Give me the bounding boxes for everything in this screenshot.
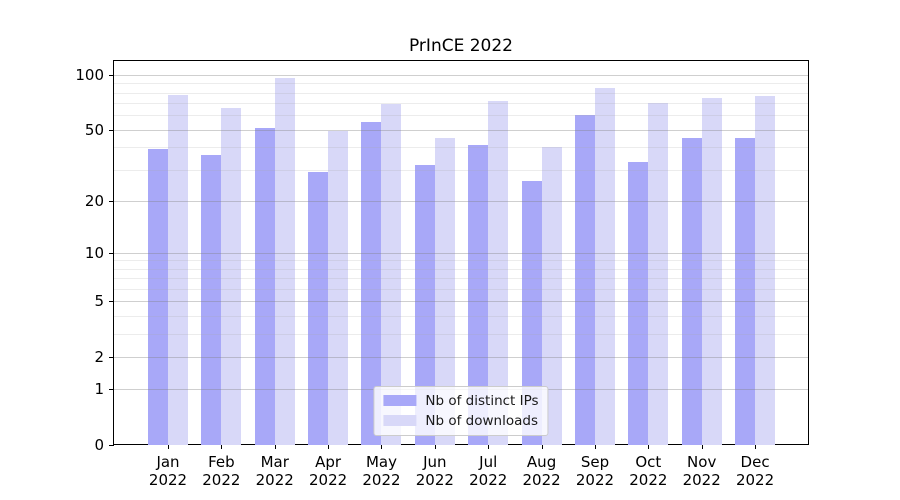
bar-ips-may <box>361 122 382 445</box>
bar-downloads-sep <box>594 87 615 445</box>
minor-gridline <box>114 260 808 262</box>
x-tick <box>541 445 543 449</box>
x-tick <box>328 445 330 449</box>
y-tick <box>109 356 114 358</box>
bar-ips-oct <box>628 162 649 445</box>
y-tick-label: 50 <box>84 120 104 139</box>
minor-gridline <box>114 115 808 117</box>
x-tick-label: Mar 2022 <box>255 453 294 489</box>
minor-gridline <box>114 169 808 171</box>
bar-downloads-mar <box>274 78 295 445</box>
y-tick <box>109 301 114 303</box>
major-gridline <box>114 252 808 254</box>
major-gridline <box>114 200 808 202</box>
major-gridline <box>114 129 808 131</box>
minor-gridline <box>114 333 808 335</box>
minor-gridline <box>114 278 808 280</box>
bar-ips-nov <box>681 137 702 445</box>
minor-gridline <box>114 92 808 94</box>
y-tick-label: 10 <box>84 243 104 262</box>
x-tick <box>434 445 436 449</box>
legend-entry-downloads: Nb of downloads <box>383 412 538 429</box>
x-tick-label: Sep 2022 <box>575 453 615 489</box>
y-tick <box>109 129 114 131</box>
x-tick <box>221 445 223 449</box>
x-tick-label: Nov 2022 <box>682 453 721 489</box>
bar-ips-jan <box>148 149 168 445</box>
y-tick <box>109 74 114 76</box>
x-tick-label: May 2022 <box>362 453 401 489</box>
x-tick <box>755 445 757 449</box>
y-tick-label: 100 <box>75 65 104 84</box>
x-tick <box>381 445 383 449</box>
minor-gridline <box>114 315 808 317</box>
bar-ips-dec <box>735 137 756 445</box>
minor-gridline <box>114 147 808 149</box>
bar-downloads-may <box>381 104 402 445</box>
bar-downloads-apr <box>328 131 349 445</box>
major-gridline <box>114 301 808 303</box>
y-tick-label: 0 <box>94 436 104 454</box>
y-tick-label: 2 <box>94 347 104 366</box>
x-tick-label: Oct 2022 <box>629 453 668 489</box>
x-tick <box>701 445 703 449</box>
bar-downloads-dec <box>755 95 776 445</box>
bar-ips-jul <box>468 145 489 445</box>
y-tick <box>109 200 114 202</box>
bar-downloads-jul <box>488 100 509 445</box>
bar-ips-feb <box>201 155 222 445</box>
minor-gridline <box>114 83 808 85</box>
major-gridline <box>114 356 808 358</box>
bar-ips-jun <box>414 164 435 445</box>
major-gridline <box>114 74 808 76</box>
x-tick <box>488 445 490 449</box>
bar-ips-mar <box>254 128 275 445</box>
bar-downloads-aug <box>541 147 562 445</box>
x-tick <box>168 445 169 449</box>
bar-downloads-jun <box>434 137 455 445</box>
y-tick <box>109 389 114 391</box>
bar-downloads-jan <box>168 94 188 445</box>
legend-entry-distinct-ips: Nb of distinct IPs <box>383 392 539 409</box>
legend-label-ips: Nb of distinct IPs <box>425 392 539 409</box>
bar-downloads-feb <box>221 107 242 445</box>
x-tick-label: Apr 2022 <box>309 453 348 489</box>
y-tick <box>109 252 114 254</box>
y-tick-label: 20 <box>84 191 104 210</box>
x-tick-label: Jan 2022 <box>148 453 188 489</box>
legend-label-downloads: Nb of downloads <box>425 412 538 429</box>
minor-gridline <box>114 103 808 105</box>
legend: Nb of distinct IPs Nb of downloads <box>373 386 549 436</box>
x-tick <box>274 445 276 449</box>
x-tick-label: Jul 2022 <box>469 453 508 489</box>
ips-swatch-icon <box>383 395 417 406</box>
bar-downloads-oct <box>648 103 669 445</box>
bar-downloads-nov <box>701 97 722 445</box>
minor-gridline <box>114 268 808 270</box>
x-tick-label: Aug 2022 <box>522 453 561 489</box>
x-tick-label: Dec 2022 <box>735 453 775 489</box>
y-tick <box>109 445 114 446</box>
plot-area: Nb of distinct IPs Nb of downloads <box>113 60 809 445</box>
x-tick <box>648 445 650 449</box>
downloads-swatch-icon <box>383 415 417 426</box>
x-tick-label: Feb 2022 <box>202 453 241 489</box>
bar-ips-aug <box>521 180 542 445</box>
bar-ips-apr <box>308 172 329 445</box>
x-tick-label: Jun 2022 <box>415 453 454 489</box>
y-tick-label: 5 <box>94 292 104 311</box>
bar-ips-sep <box>574 115 595 445</box>
minor-gridline <box>114 288 808 290</box>
chart-title: PrInCE 2022 <box>408 36 513 56</box>
x-tick <box>594 445 596 449</box>
y-tick-label: 1 <box>94 380 104 399</box>
